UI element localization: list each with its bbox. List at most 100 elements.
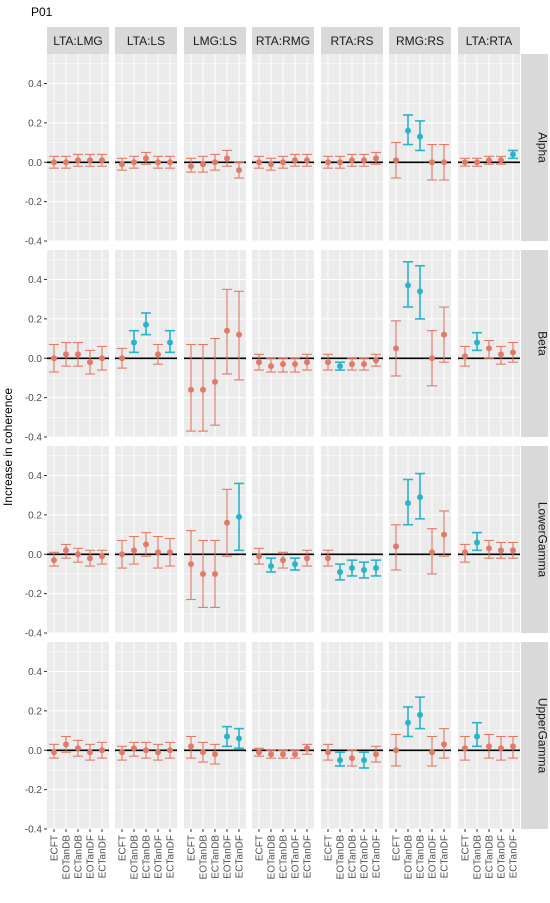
x-tick-label: EOTanDB: [404, 835, 415, 880]
data-point: [337, 757, 343, 764]
data-point: [75, 551, 81, 558]
x-tick-label: ECTanDF: [372, 835, 383, 878]
facet-panel: [252, 250, 314, 438]
row-strip: [521, 642, 548, 829]
data-point: [268, 161, 274, 168]
data-point: [393, 747, 399, 754]
data-point: [63, 547, 69, 554]
facet-panel: [115, 642, 177, 830]
data-point: [349, 157, 355, 164]
x-tick-label: ECFT: [461, 835, 472, 861]
data-point: [155, 159, 161, 166]
data-point: [143, 541, 149, 548]
data-point: [87, 157, 93, 164]
data-point: [99, 747, 105, 754]
data-point: [405, 719, 411, 726]
x-tick-label: EOTanDF: [154, 835, 165, 879]
data-point: [429, 549, 435, 556]
data-point: [212, 378, 218, 385]
data-point: [292, 361, 298, 368]
y-tick-label: -0.2: [25, 785, 43, 796]
data-point: [167, 339, 173, 346]
facet-panels: LTA:LMG LTA:LS LMG:LS RTA:RMG RTA:RS RMG:RS LT…: [25, 27, 550, 879]
y-tick-label: -0.4: [25, 825, 43, 836]
row-strip: [521, 250, 548, 437]
facet-panel: [115, 54, 177, 242]
x-tick-label: EOTanDF: [291, 835, 302, 879]
data-point: [393, 345, 399, 352]
x-tick-label: ECTanDF: [440, 835, 451, 878]
data-point: [236, 513, 242, 520]
facet-panel: [47, 250, 109, 438]
data-point: [99, 553, 105, 560]
data-point: [143, 155, 149, 162]
data-point: [236, 167, 242, 174]
data-point: [256, 159, 262, 166]
data-point: [200, 161, 206, 168]
y-tick-label: 0.2: [28, 510, 42, 521]
x-tick-label: ECTanDB: [485, 835, 496, 879]
data-point: [292, 561, 298, 568]
x-tick-label: ECFT: [50, 835, 61, 861]
y-tick-label: 0.2: [28, 118, 42, 129]
data-point: [292, 157, 298, 164]
data-point: [429, 355, 435, 362]
facet-panel: [389, 642, 451, 830]
data-point: [87, 555, 93, 562]
data-point: [349, 565, 355, 572]
data-point: [236, 331, 242, 338]
y-tick-label: -0.2: [25, 589, 43, 600]
data-point: [510, 349, 516, 356]
data-point: [167, 747, 173, 754]
data-point: [63, 351, 69, 358]
data-point: [292, 751, 298, 758]
data-point: [462, 353, 468, 360]
data-point: [280, 361, 286, 368]
facet-panel: [458, 446, 520, 634]
data-point: [304, 555, 310, 562]
data-point: [212, 570, 218, 577]
data-point: [361, 361, 367, 368]
data-point: [63, 741, 69, 748]
y-tick-label: 0.4: [28, 667, 42, 678]
facet-panel: [321, 250, 383, 438]
data-point: [75, 351, 81, 358]
y-tick-label: 0.2: [28, 706, 42, 717]
x-tick-label: ECTanDB: [348, 835, 359, 879]
y-tick-label: 0.0: [28, 746, 42, 757]
data-point: [188, 743, 194, 750]
row-strip: [521, 54, 548, 241]
facet-panel: [389, 54, 451, 242]
facet-panel: [458, 642, 520, 830]
row-strip-label: UpperGamma: [536, 698, 550, 774]
data-point: [325, 555, 331, 562]
data-point: [373, 565, 379, 572]
row-strip-label: LowerGamma: [536, 502, 550, 578]
facet-panel: [252, 642, 314, 830]
x-tick-label: ECTanDB: [279, 835, 290, 879]
y-tick-label: 0.4: [28, 79, 42, 90]
y-axis-label: Increase in coherence: [1, 388, 15, 506]
x-tick-label: ECTanDF: [235, 835, 246, 878]
data-point: [119, 355, 125, 362]
data-point: [75, 745, 81, 752]
y-tick-label: 0.2: [28, 314, 42, 325]
data-point: [337, 363, 343, 370]
data-point: [441, 531, 447, 538]
column-strip: [252, 27, 314, 54]
data-point: [131, 159, 137, 166]
x-tick-label: EOTanDB: [267, 835, 278, 880]
data-point: [361, 157, 367, 164]
x-tick-label: ECTanDB: [416, 835, 427, 879]
x-tick-label: EOTanDF: [360, 835, 371, 879]
data-point: [304, 157, 310, 164]
y-tick-label: 0.0: [28, 550, 42, 561]
facet-panel: [321, 642, 383, 830]
data-point: [441, 741, 447, 748]
data-point: [224, 733, 230, 740]
data-point: [256, 359, 262, 366]
column-strip: [458, 27, 520, 54]
data-point: [143, 747, 149, 754]
x-tick-label: EOTanDF: [497, 835, 508, 879]
